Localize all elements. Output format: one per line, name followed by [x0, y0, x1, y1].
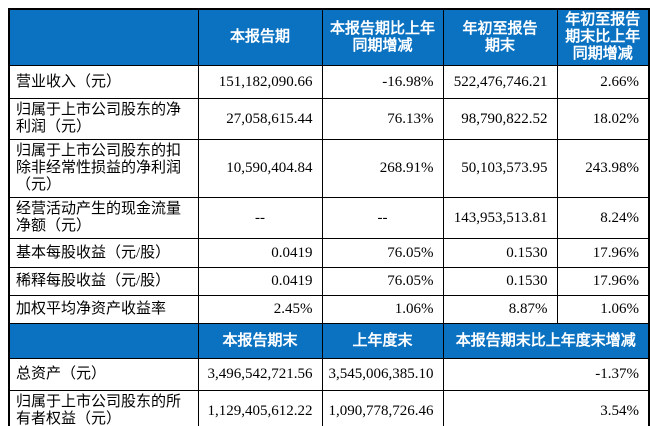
reporting-period-column-header: 年初至报告 期末比上年 同期增减 [556, 8, 650, 66]
value-cell: 3,496,542,721.56 [197, 358, 323, 391]
period-end-column-header: 本报告期末比上年度末增减 [442, 323, 650, 359]
value-cell: -1.37% [442, 358, 650, 391]
value-cell: 17.96% [556, 267, 650, 296]
value-cell: 243.98% [556, 139, 650, 198]
value-cell: 10,590,404.84 [197, 139, 323, 198]
value-cell: 1,129,405,612.22 [197, 390, 323, 426]
reporting-period-column-header: 年初至报告 期末 [442, 8, 558, 66]
row-label: 归属于上市公司股东的扣 除非经常性损益的净利润 （元） [8, 139, 199, 198]
reporting-period-header-corner-cell [8, 8, 199, 66]
table-row: 归属于上市公司股东的扣 除非经常性损益的净利润 （元） 10,590,404.84… [8, 139, 650, 198]
table-row: 总资产（元） 3,496,542,721.56 3,545,006,385.10 -1… [8, 358, 650, 391]
value-cell: 27,058,615.44 [197, 98, 323, 140]
reporting-period-column-header: 本报告期 [197, 8, 323, 66]
value-cell: 17.96% [556, 238, 650, 268]
value-cell: -- [197, 197, 323, 239]
value-cell: 76.05% [321, 238, 444, 268]
financial-report-page: 本报告期 本报告期比上年 同期增减 年初至报告 期末 年初至报告 期末比上年 同期增减… [0, 8, 656, 426]
period-end-header-corner-cell [8, 323, 199, 359]
value-cell: 76.13% [321, 98, 444, 140]
table-row: 经营活动产生的现金流量 净额（元） -- -- 143,953,513.81 8.24% [8, 197, 650, 239]
table-row: 基本每股收益（元/股） 0.0419 76.05% 0.1530 17.96% [8, 238, 650, 268]
period-end-column-header: 上年度末 [321, 323, 444, 359]
value-cell: -- [321, 197, 444, 239]
value-cell: 151,182,090.66 [197, 65, 323, 99]
value-cell: -16.98% [321, 65, 444, 99]
value-cell: 2.66% [556, 65, 650, 99]
value-cell: 1.06% [321, 295, 444, 324]
value-cell: 8.24% [556, 197, 650, 239]
row-label: 营业收入（元） [8, 65, 199, 99]
table-row: 归属于上市公司股东的所 有者权益（元） 1,129,405,612.22 1,090… [8, 390, 650, 426]
row-label: 稀释每股收益（元/股） [8, 267, 199, 296]
period-end-header-row: 本报告期末 上年度末 本报告期末比上年度末增减 [8, 323, 650, 359]
row-label: 总资产（元） [8, 358, 199, 391]
value-cell: 50,103,573.95 [442, 139, 558, 198]
value-cell: 98,790,822.52 [442, 98, 558, 140]
value-cell: 2.45% [197, 295, 323, 324]
row-label: 归属于上市公司股东的所 有者权益（元） [8, 390, 199, 426]
reporting-period-column-header: 本报告期比上年 同期增减 [321, 8, 444, 66]
financial-summary-table: 本报告期 本报告期比上年 同期增减 年初至报告 期末 年初至报告 期末比上年 同期增减… [8, 8, 650, 426]
value-cell: 3.54% [442, 390, 650, 426]
value-cell: 0.0419 [197, 238, 323, 268]
row-label: 经营活动产生的现金流量 净额（元） [8, 197, 199, 239]
value-cell: 0.0419 [197, 267, 323, 296]
value-cell: 1,090,778,726.46 [321, 390, 444, 426]
period-end-column-header: 本报告期末 [197, 323, 323, 359]
value-cell: 0.1530 [442, 238, 558, 268]
table-row: 营业收入（元） 151,182,090.66 -16.98% 522,476,746.… [8, 65, 650, 99]
value-cell: 18.02% [556, 98, 650, 140]
value-cell: 1.06% [556, 295, 650, 324]
row-label: 加权平均净资产收益率 [8, 295, 199, 324]
value-cell: 522,476,746.21 [442, 65, 558, 99]
table-row: 稀释每股收益（元/股） 0.0419 76.05% 0.1530 17.96% [8, 267, 650, 296]
row-label: 归属于上市公司股东的净 利润（元） [8, 98, 199, 140]
table-row: 加权平均净资产收益率 2.45% 1.06% 8.87% 1.06% [8, 295, 650, 324]
value-cell: 0.1530 [442, 267, 558, 296]
row-label: 基本每股收益（元/股） [8, 238, 199, 268]
value-cell: 3,545,006,385.10 [321, 358, 444, 391]
value-cell: 268.91% [321, 139, 444, 198]
table-row: 归属于上市公司股东的净 利润（元） 27,058,615.44 76.13% 98,7… [8, 98, 650, 140]
value-cell: 76.05% [321, 267, 444, 296]
value-cell: 8.87% [442, 295, 558, 324]
reporting-period-header-row: 本报告期 本报告期比上年 同期增减 年初至报告 期末 年初至报告 期末比上年 同期增减 [8, 8, 650, 66]
value-cell: 143,953,513.81 [442, 197, 558, 239]
